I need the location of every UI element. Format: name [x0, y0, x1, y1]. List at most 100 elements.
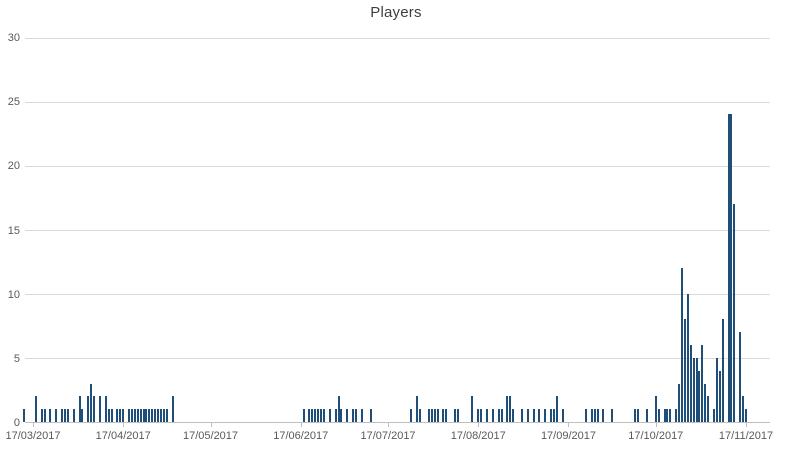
bar [480, 409, 483, 422]
bar [442, 409, 445, 422]
bar [136, 409, 139, 422]
bar [107, 409, 110, 422]
bar [704, 383, 707, 422]
y-gridline [25, 37, 770, 39]
x-tick-label: 17/07/2017 [360, 430, 416, 442]
bar [669, 409, 672, 422]
bar [471, 396, 474, 422]
y-tick-label: 30 [7, 32, 20, 44]
bar [555, 396, 558, 422]
bar [360, 409, 363, 422]
bar [692, 357, 695, 422]
x-tick-label: 17/06/2017 [273, 430, 329, 442]
bar [139, 409, 142, 422]
bar [657, 409, 660, 422]
bar [116, 409, 119, 422]
bar [314, 409, 317, 422]
x-tick-mark [746, 423, 747, 427]
bar [721, 319, 724, 422]
bar [72, 409, 75, 422]
bar [78, 396, 81, 422]
bar [532, 409, 535, 422]
bar [611, 409, 614, 422]
bar [151, 409, 154, 422]
bar [593, 409, 596, 422]
bar [104, 396, 107, 422]
bar [712, 409, 715, 422]
bar [165, 409, 168, 422]
y-tick-label: 15 [7, 224, 20, 237]
y-gridline [25, 294, 770, 296]
bar [646, 409, 649, 422]
plot-area: 0 5 10 15 20 25 30 17/03/2017 17/04/2017 17/05/20… [5, 32, 773, 442]
bar [698, 370, 701, 422]
bar [727, 114, 730, 422]
y-gridline [25, 358, 770, 360]
bar [436, 409, 439, 422]
bar [695, 357, 698, 422]
x-tick-label: 17/04/2017 [95, 430, 151, 442]
bar [87, 396, 90, 422]
bar [552, 409, 555, 422]
bar [157, 409, 160, 422]
bar [730, 114, 733, 422]
bar [739, 332, 742, 422]
bar [584, 409, 587, 422]
x-tick-mark [210, 423, 212, 427]
bar [410, 409, 413, 422]
bar [98, 396, 101, 422]
bar [678, 383, 681, 422]
x-tick-label: 17/08/2017 [450, 430, 506, 442]
bar [733, 203, 736, 422]
bar [526, 409, 529, 422]
bar [148, 409, 151, 422]
bar [352, 409, 355, 422]
y-gridline [25, 165, 770, 167]
bar [538, 409, 541, 422]
bar [337, 396, 340, 422]
bar [654, 396, 657, 422]
bar [520, 409, 523, 422]
bar [445, 409, 448, 422]
bar [456, 409, 459, 422]
bar [430, 409, 433, 422]
bar [369, 409, 372, 422]
y-tick-label: 0 [13, 417, 20, 429]
bar [34, 396, 37, 422]
y-gridline [25, 101, 770, 103]
bar [171, 396, 174, 422]
y-tick-label: 5 [13, 352, 20, 365]
bar [154, 409, 157, 422]
bar [707, 396, 710, 422]
bar [90, 383, 93, 422]
bar [512, 409, 515, 422]
bar [506, 396, 509, 422]
x-axis-line [25, 422, 770, 423]
bar [550, 409, 553, 422]
bar [133, 409, 136, 422]
bar [317, 409, 320, 422]
bar [160, 409, 163, 422]
y-tick-label: 20 [7, 160, 20, 173]
bar [718, 370, 721, 422]
bar [340, 409, 343, 422]
bar [602, 409, 605, 422]
bar [61, 409, 64, 422]
bar [715, 357, 718, 422]
bar [561, 409, 564, 422]
bar [544, 409, 547, 422]
bar [162, 409, 165, 422]
bar [596, 409, 599, 422]
x-tick-mark [655, 423, 657, 427]
y-gridline [25, 230, 770, 231]
bar [130, 409, 133, 422]
bar [689, 345, 692, 422]
bar [119, 409, 122, 422]
bar [81, 409, 84, 422]
bar [701, 345, 704, 422]
x-tick-mark [300, 423, 302, 427]
bar [355, 409, 358, 422]
y-tick-label: 25 [7, 96, 20, 109]
bar [66, 409, 69, 422]
x-tick-mark [33, 423, 34, 427]
